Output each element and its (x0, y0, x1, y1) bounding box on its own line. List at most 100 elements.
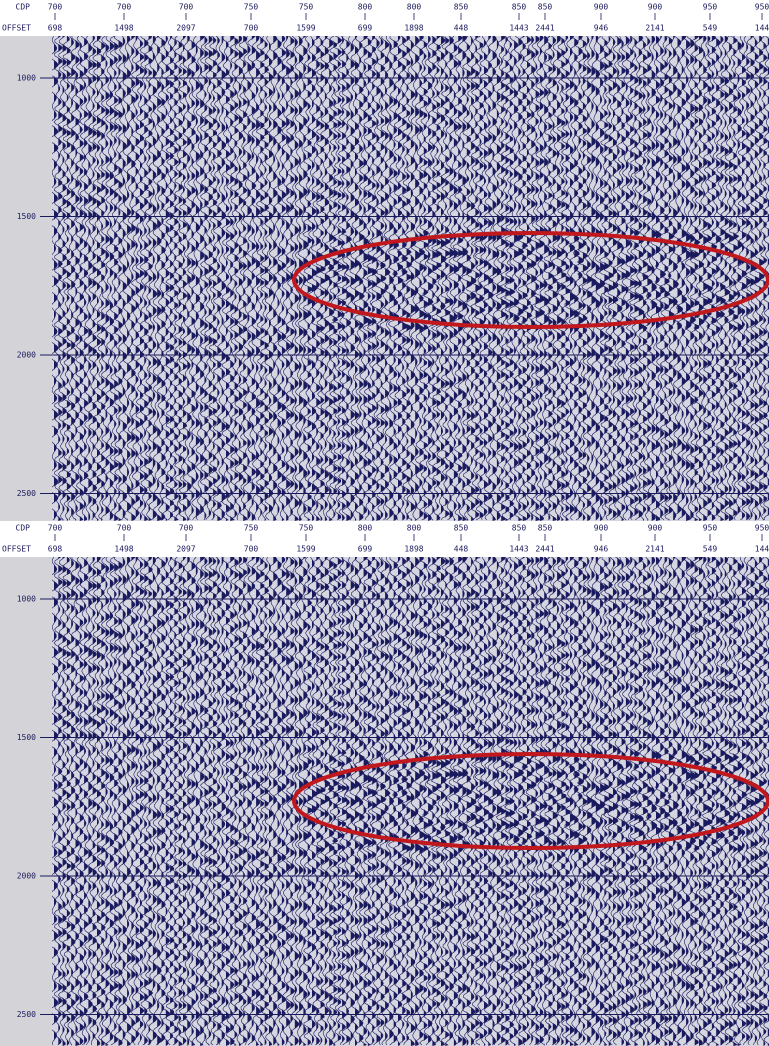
trace-wiggle (719, 557, 731, 1046)
trace-fill (363, 557, 369, 1046)
trace-wiggle (482, 36, 494, 521)
trace-wiggle (568, 36, 581, 521)
cdp-value: 700 (179, 3, 194, 12)
trace-fill (54, 36, 59, 521)
trace-wiggle (482, 557, 494, 1046)
offset-value: 144 (755, 545, 769, 554)
trace-wiggle (58, 36, 68, 521)
trace-wiggle (740, 557, 753, 1046)
trace-wiggle (277, 557, 287, 1046)
trace-wiggle (195, 36, 205, 521)
trace-wiggle (688, 36, 701, 521)
trace-wiggle (331, 36, 344, 521)
trace-wiggle (590, 557, 602, 1046)
trace-wiggle (148, 557, 158, 1046)
trace-wiggle (268, 36, 278, 521)
trace-wiggle (234, 557, 244, 1046)
trace-fill (703, 557, 709, 1046)
wiggle-traces (52, 36, 769, 521)
trace-wiggle (396, 557, 409, 1046)
trace-fill (514, 36, 520, 521)
trace-wiggle (542, 557, 555, 1046)
trace-wiggle (486, 557, 499, 1046)
trace-wiggle (516, 557, 529, 1046)
time-label: 2000 (17, 351, 36, 360)
trace-fill (105, 36, 110, 521)
trace-wiggle (96, 36, 106, 521)
trace-wiggle (400, 557, 413, 1046)
offset-value: 1443 (509, 24, 528, 33)
trace-fill (320, 36, 326, 521)
trace-fill (681, 557, 688, 1046)
trace-wiggle (234, 36, 244, 521)
trace-wiggle (740, 36, 753, 521)
trace-fill (200, 36, 205, 521)
trace-wiggle (353, 36, 365, 521)
trace-wiggle (758, 36, 769, 521)
trace-wiggle (701, 557, 714, 1046)
trace-wiggle (430, 36, 443, 521)
trace-wiggle (645, 36, 658, 521)
cdp-value: 900 (648, 524, 663, 533)
trace-wiggle (405, 557, 417, 1046)
cdp-value: 750 (299, 524, 314, 533)
trace-fill (333, 36, 339, 521)
trace-fill (54, 557, 59, 1046)
trace-wiggle (693, 36, 705, 521)
cdp-label: CDP (16, 3, 31, 12)
trace-wiggle (255, 557, 266, 1046)
trace-fill (720, 36, 726, 521)
cdp-value: 850 (538, 3, 553, 12)
trace-wiggle (161, 36, 171, 521)
cdp-value: 750 (244, 3, 259, 12)
trace-wiggle (516, 36, 529, 521)
trace-wiggle (396, 36, 409, 521)
trace-fill (570, 36, 576, 521)
trace-fill (522, 557, 529, 1046)
trace-fill (152, 36, 158, 521)
trace-fill (531, 557, 537, 1046)
cdp-value: 950 (703, 3, 718, 12)
trace-wiggle (152, 36, 162, 521)
trace-wiggle (572, 36, 585, 521)
trace-wiggle (70, 557, 81, 1046)
trace-wiggle (387, 36, 400, 521)
trace-wiggle (375, 36, 387, 521)
trace-wiggle (564, 36, 576, 521)
trace-wiggle (92, 36, 102, 521)
seismic-panel: CDP OFFSET 700 698 700 1498 700 2097 750 700 750 15… (0, 521, 769, 1046)
offset-value: 2441 (535, 545, 554, 554)
trace-fill (707, 557, 713, 1046)
trace-wiggle (327, 36, 340, 521)
trace-wiggle (251, 557, 261, 1046)
trace-fill (634, 557, 640, 1046)
trace-fill (565, 36, 571, 521)
trace-fill (286, 36, 291, 521)
cdp-value: 700 (117, 3, 132, 12)
trace-fill (174, 557, 179, 1046)
trace-fill (453, 557, 459, 1046)
trace-wiggle (105, 557, 115, 1046)
trace-wiggle (294, 36, 304, 521)
highlight-ellipse (292, 752, 769, 850)
trace-wiggle (88, 557, 98, 1046)
trace-wiggle (714, 36, 727, 521)
trace-wiggle (178, 36, 188, 521)
trace-wiggle (204, 557, 214, 1046)
trace-wiggle (370, 36, 383, 521)
trace-fill (514, 557, 520, 1046)
trace-wiggle (165, 36, 175, 521)
trace-fill (62, 36, 67, 521)
trace-fill (561, 557, 567, 1046)
trace-wiggle (62, 557, 72, 1046)
trace-wiggle (667, 557, 679, 1046)
trace-wiggle (349, 36, 361, 521)
trace-wiggle (178, 557, 188, 1046)
trace-wiggle (357, 557, 370, 1046)
trace-wiggle (478, 557, 490, 1046)
trace-wiggle (122, 557, 132, 1046)
header-background (0, 0, 769, 36)
trace-fill (221, 36, 226, 521)
trace-wiggle (611, 36, 624, 521)
trace-wiggle (366, 36, 379, 521)
